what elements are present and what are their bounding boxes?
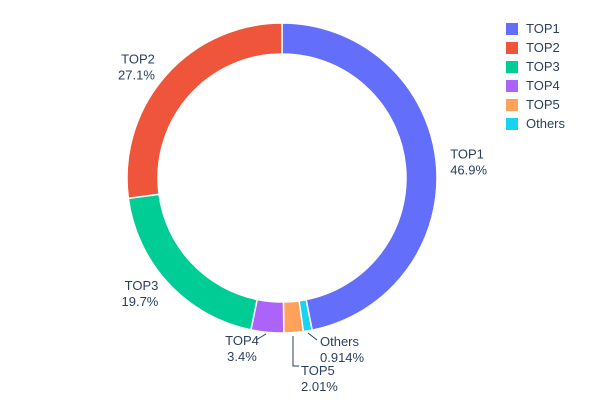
- legend-swatch: [506, 41, 518, 54]
- legend-label: TOP2: [526, 40, 560, 55]
- slice-label-text: TOP3: [125, 278, 159, 293]
- label-leader-line: [255, 333, 267, 341]
- slice-label-text: TOP1: [450, 147, 484, 162]
- slice-top5[interactable]: [282, 299, 305, 334]
- slice-label-text: TOP4: [225, 333, 259, 348]
- legend-label: TOP1: [526, 21, 560, 36]
- slice-percent-text: 27.1%: [118, 68, 155, 83]
- legend-swatch: [506, 22, 518, 35]
- legend-label: TOP5: [526, 97, 560, 112]
- slice-label-text: Others: [320, 334, 360, 349]
- label-leader-line: [292, 336, 299, 367]
- legend: TOP1 TOP2 TOP3 TOP4 TOP5 Others: [506, 22, 565, 130]
- legend-item-top3[interactable]: TOP3: [506, 60, 565, 73]
- legend-swatch: [506, 79, 518, 92]
- legend-swatch: [506, 117, 518, 130]
- slice-top2[interactable]: [126, 22, 283, 200]
- slice-percent-text: 19.7%: [122, 294, 159, 309]
- legend-item-others[interactable]: Others: [506, 117, 565, 130]
- legend-swatch: [506, 60, 518, 73]
- slice-top1[interactable]: [281, 22, 438, 331]
- legend-label: Others: [526, 116, 566, 131]
- slice-top3[interactable]: [127, 193, 259, 331]
- legend-item-top4[interactable]: TOP4: [506, 79, 565, 92]
- legend-swatch: [506, 98, 518, 111]
- legend-item-top1[interactable]: TOP1: [506, 22, 565, 35]
- slice-label-text: TOP5: [301, 363, 335, 378]
- legend-item-top2[interactable]: TOP2: [506, 41, 565, 54]
- slice-label-text: TOP2: [121, 52, 155, 67]
- slice-percent-text: 3.4%: [227, 349, 257, 364]
- slice-percent-text: 0.914%: [320, 350, 365, 365]
- legend-label: TOP4: [526, 78, 560, 93]
- legend-item-top5[interactable]: TOP5: [506, 98, 565, 111]
- legend-label: TOP3: [526, 59, 560, 74]
- slice-percent-text: 2.01%: [301, 379, 338, 394]
- slice-percent-text: 46.9%: [450, 163, 487, 178]
- label-leader-line: [307, 332, 318, 341]
